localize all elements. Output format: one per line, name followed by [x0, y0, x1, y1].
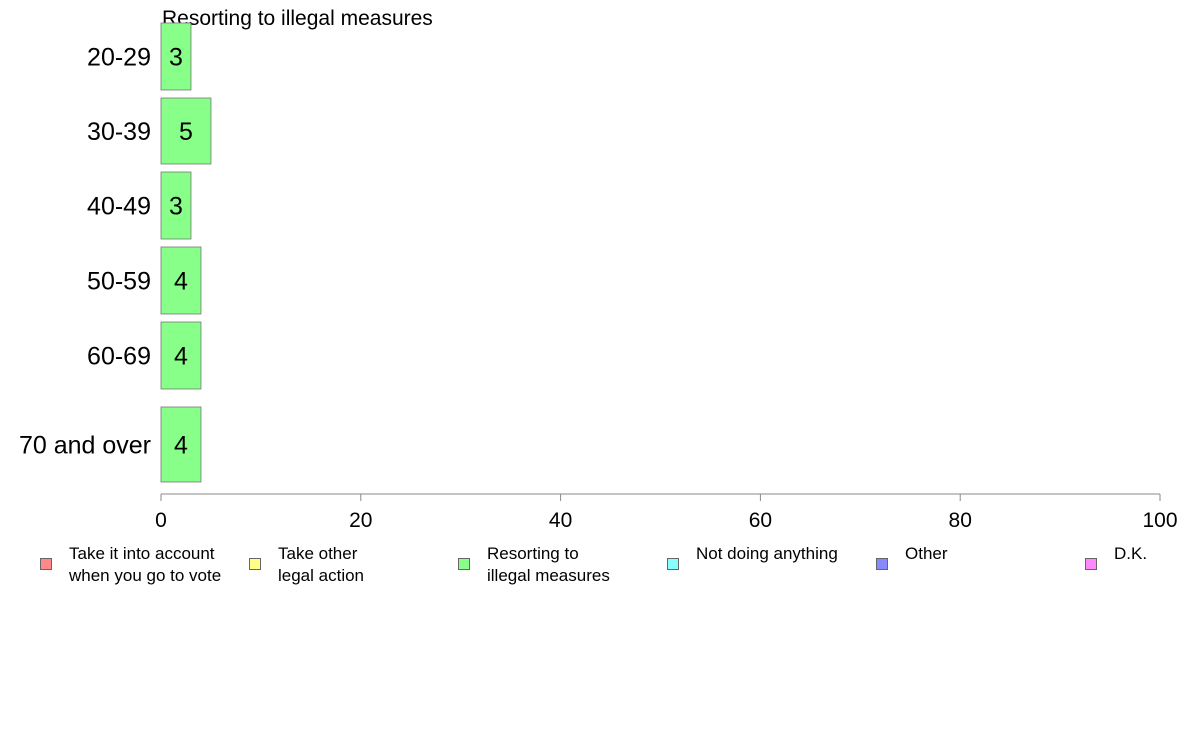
bar	[160, 406, 202, 483]
category-label: 70 and over	[19, 432, 151, 460]
legend-swatch	[876, 558, 888, 570]
category-label: 30-39	[87, 118, 151, 146]
bar	[160, 171, 192, 240]
legend-label: Resorting to illegal measures	[487, 544, 610, 585]
bar	[160, 246, 202, 315]
data-label: 3	[169, 44, 183, 72]
bar	[160, 97, 212, 165]
bar	[160, 22, 192, 91]
legend-item: D.K.	[1085, 543, 1147, 570]
legend-swatch	[1085, 558, 1097, 570]
legend-swatch	[249, 558, 261, 570]
category-label: 40-49	[87, 193, 151, 221]
legend-item: Take other legal action	[249, 543, 364, 587]
chart-title: Resorting to illegal measures	[162, 7, 433, 30]
chart: Resorting to illegal measures 20-29 3 30-3…	[19, 7, 1178, 532]
legend-swatch	[40, 558, 52, 570]
legend: Take it into account when you go to vote…	[0, 543, 1188, 593]
data-label: 3	[169, 193, 183, 221]
data-label: 4	[174, 343, 188, 371]
x-tick-label: 60	[749, 509, 772, 532]
bar	[160, 321, 202, 390]
x-tick-label: 40	[549, 509, 572, 532]
legend-swatch	[667, 558, 679, 570]
data-label: 5	[179, 118, 193, 146]
category-label: 50-59	[87, 268, 151, 296]
x-tick-label: 80	[949, 509, 972, 532]
legend-label: Other	[905, 544, 948, 563]
legend-label: D.K.	[1114, 544, 1148, 563]
legend-item: Resorting to illegal measures	[458, 543, 610, 587]
legend-label: Take other legal action	[278, 544, 365, 585]
legend-item: Other	[876, 543, 948, 570]
data-label: 4	[174, 432, 188, 460]
x-tick-label: 100	[1142, 509, 1177, 532]
category-label: 60-69	[87, 343, 151, 371]
data-label: 4	[174, 268, 188, 296]
category-label: 20-29	[87, 44, 151, 72]
legend-label: Take it into account when you go to vote	[69, 544, 222, 585]
legend-item: Take it into account when you go to vote	[40, 543, 221, 587]
legend-label: Not doing anything	[696, 544, 838, 563]
x-tick-label: 20	[349, 509, 372, 532]
legend-swatch	[458, 558, 470, 570]
legend-item: Not doing anything	[667, 543, 838, 570]
x-tick-label: 0	[155, 509, 167, 532]
